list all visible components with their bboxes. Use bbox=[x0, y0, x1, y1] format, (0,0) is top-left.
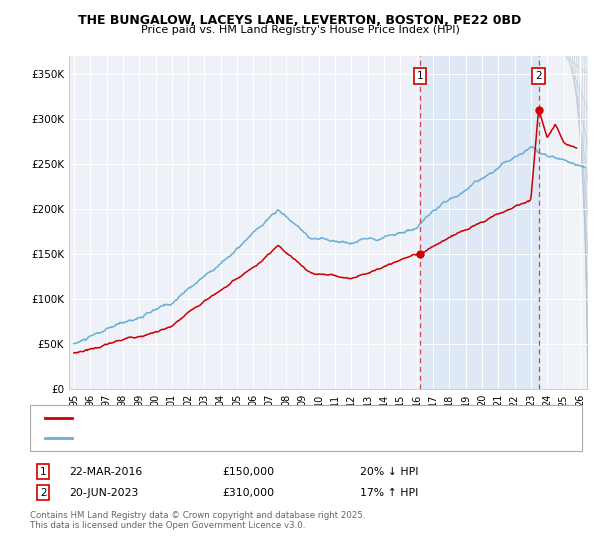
Text: Contains HM Land Registry data © Crown copyright and database right 2025.
This d: Contains HM Land Registry data © Crown c… bbox=[30, 511, 365, 530]
Text: Price paid vs. HM Land Registry's House Price Index (HPI): Price paid vs. HM Land Registry's House … bbox=[140, 25, 460, 35]
Text: 1: 1 bbox=[417, 71, 424, 81]
Text: 20% ↓ HPI: 20% ↓ HPI bbox=[360, 466, 419, 477]
Bar bbox=[563, 56, 588, 389]
Text: £310,000: £310,000 bbox=[222, 488, 274, 498]
Text: £150,000: £150,000 bbox=[222, 466, 274, 477]
Bar bbox=[420, 56, 539, 389]
Text: 22-MAR-2016: 22-MAR-2016 bbox=[69, 466, 142, 477]
Text: THE BUNGALOW, LACEYS LANE, LEVERTON, BOSTON, PE22 0BD: THE BUNGALOW, LACEYS LANE, LEVERTON, BOS… bbox=[79, 14, 521, 27]
Text: 20-JUN-2023: 20-JUN-2023 bbox=[69, 488, 139, 498]
Text: THE BUNGALOW, LACEYS LANE, LEVERTON, BOSTON, PE22 0BD (detached house): THE BUNGALOW, LACEYS LANE, LEVERTON, BOS… bbox=[75, 413, 476, 423]
Text: 1: 1 bbox=[40, 466, 47, 477]
Text: 2: 2 bbox=[535, 71, 542, 81]
Bar bbox=[563, 56, 588, 389]
Text: 17% ↑ HPI: 17% ↑ HPI bbox=[360, 488, 418, 498]
Text: HPI: Average price, detached house, Boston: HPI: Average price, detached house, Bost… bbox=[75, 433, 290, 444]
Text: 2: 2 bbox=[40, 488, 47, 498]
